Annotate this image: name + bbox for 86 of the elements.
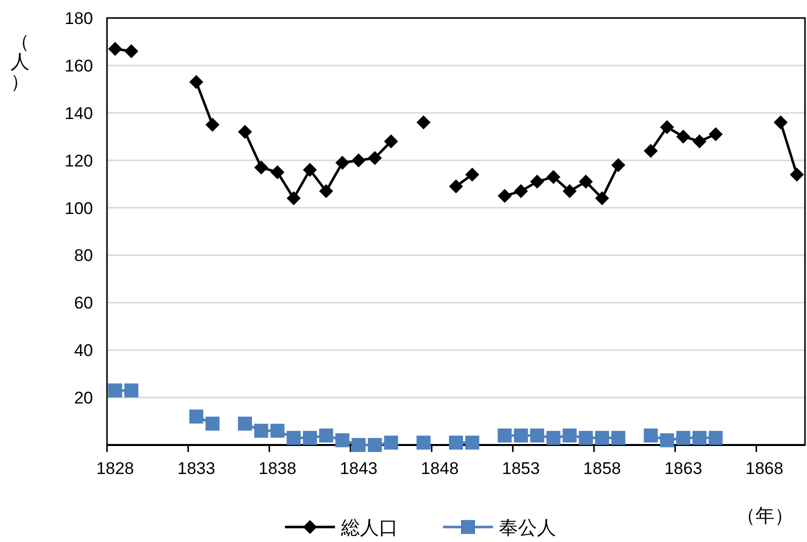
point — [368, 438, 382, 452]
y-tick-label: 60 — [74, 294, 93, 313]
point — [530, 174, 544, 189]
point — [514, 184, 528, 198]
y-tick-label: 40 — [74, 341, 93, 360]
point — [108, 42, 122, 56]
point — [124, 44, 138, 58]
point — [578, 430, 593, 445]
point — [611, 158, 626, 172]
point — [319, 184, 334, 198]
point — [562, 428, 577, 443]
point — [708, 430, 723, 445]
point — [790, 168, 804, 182]
legend-label: 総人口 — [340, 518, 398, 539]
point — [578, 174, 593, 189]
point — [254, 160, 268, 174]
point — [384, 436, 398, 450]
x-tick-label: 1853 — [502, 459, 540, 478]
point — [644, 428, 658, 443]
point — [562, 184, 577, 198]
ylabel: （人） — [10, 32, 30, 93]
x-tick-label: 1838 — [258, 459, 296, 478]
x-tick-label: 1848 — [420, 459, 459, 478]
point — [676, 130, 690, 144]
point — [335, 433, 350, 448]
point — [465, 168, 480, 182]
point — [416, 436, 431, 450]
point — [774, 115, 788, 130]
point — [189, 75, 204, 90]
point — [465, 436, 480, 450]
point — [644, 144, 658, 158]
point — [595, 191, 610, 206]
point — [530, 428, 544, 443]
point — [498, 428, 512, 443]
y-tick-label: 180 — [64, 9, 93, 28]
point — [254, 424, 268, 438]
point — [335, 156, 350, 170]
legend-総人口: 総人口 — [285, 518, 398, 539]
x-tick-label: 1868 — [746, 459, 784, 478]
x-tick-label: 1828 — [96, 459, 134, 478]
point — [124, 383, 138, 398]
point — [302, 162, 317, 177]
y-tick-label: 20 — [74, 388, 93, 408]
x-tick-label: 1833 — [177, 459, 216, 478]
point — [546, 430, 560, 445]
point — [286, 191, 301, 206]
x-tick-label: 1843 — [340, 459, 378, 478]
point — [302, 430, 317, 445]
y-tick-label: 100 — [64, 198, 93, 218]
legend-label: 奉公人 — [499, 518, 556, 539]
y-tick-label: 120 — [64, 151, 93, 170]
point — [189, 410, 204, 424]
y-tick-label: 140 — [64, 104, 93, 123]
point — [449, 179, 463, 194]
y-tick-label: 160 — [64, 56, 93, 76]
point — [270, 165, 284, 180]
point — [238, 124, 252, 139]
x-tick-label: 1858 — [583, 459, 622, 478]
point — [270, 424, 284, 438]
point — [352, 438, 366, 452]
legend-奉公人: 奉公人 — [443, 518, 556, 539]
point — [676, 430, 690, 445]
point — [692, 430, 706, 445]
point — [416, 115, 431, 130]
x-tick-label: 1863 — [664, 459, 702, 478]
point — [692, 134, 706, 148]
point — [352, 153, 366, 168]
point — [449, 436, 463, 450]
point — [595, 430, 610, 445]
point — [498, 188, 512, 203]
point — [708, 127, 723, 142]
point — [319, 428, 334, 443]
point — [286, 430, 301, 445]
point — [108, 383, 122, 398]
point — [238, 416, 252, 431]
point — [546, 170, 560, 184]
point — [611, 430, 626, 445]
point — [660, 120, 674, 134]
x-axis-title: （年） — [736, 506, 794, 527]
point — [660, 433, 674, 448]
point — [206, 118, 220, 132]
point — [384, 134, 398, 148]
point — [368, 150, 382, 165]
point — [514, 428, 528, 443]
y-tick-label: 80 — [74, 246, 93, 266]
point — [206, 416, 220, 431]
